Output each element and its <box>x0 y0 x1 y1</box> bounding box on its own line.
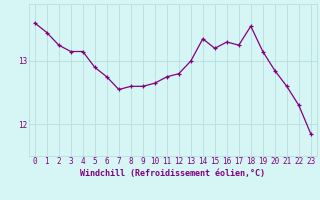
X-axis label: Windchill (Refroidissement éolien,°C): Windchill (Refroidissement éolien,°C) <box>80 169 265 178</box>
